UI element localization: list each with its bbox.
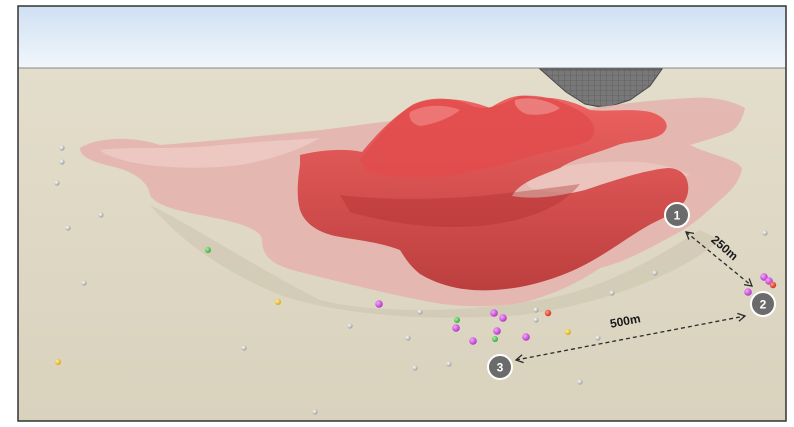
open-pit [538,68,663,109]
drillhole-grey-point [412,365,418,371]
drillhole-green-point [454,317,460,323]
drillhole-grey-point [312,409,318,415]
drillhole-red-point [769,281,777,289]
viewport-border [17,5,787,422]
inner-body-dark-band [340,184,580,228]
distance-arrow-250m [684,231,754,287]
outer-shell-inner-highlight [520,161,690,193]
drillhole-green-point [205,247,211,253]
drillhole-grey-point [347,323,353,329]
drillhole-red-point [544,309,552,317]
drillhole-grey-point [65,225,71,231]
drillhole-yellow-point [275,299,281,305]
body-shadow [150,205,720,318]
drillhole-grey-point [652,270,658,276]
drillhole-grey-point [417,309,423,315]
distance-label-500m: 500m [609,311,642,331]
drillhole-magenta-point [490,309,498,317]
drillhole-grey-point [577,379,583,385]
drillhole-yellow-point [565,329,571,335]
drillhole-grey-point [405,335,411,341]
marker-2[interactable]: 2 [750,291,776,317]
drillhole-magenta-point [469,337,477,345]
inner-body-ridge [514,98,560,115]
marker-3[interactable]: 3 [487,354,513,380]
drillhole-grey-point [533,307,539,313]
sky [18,6,786,68]
drillhole-grey-point [609,290,615,296]
drillhole-magenta-point [744,288,752,296]
drillhole-magenta-point [452,324,460,332]
drillhole-grey-point [59,145,65,151]
drillhole-yellow-point [55,359,61,365]
drillhole-grey-point [59,159,65,165]
drillhole-magenta-point [375,300,383,308]
drillhole-grey-point [762,230,768,236]
drillhole-grey-point [54,180,60,186]
marker-1[interactable]: 1 [664,202,690,228]
inner-body-highlight [409,105,460,126]
drillhole-magenta-point [499,314,507,322]
drillhole-magenta-point [522,333,530,341]
marker-2-label: 2 [760,298,767,312]
drillhole-grey-point [595,335,601,341]
marker-1-label: 1 [674,209,681,223]
marker-3-label: 3 [497,361,504,375]
drillhole-grey-point [98,212,104,218]
drillhole-grey-point [241,345,247,351]
distance-arrow-500m [514,312,747,364]
outer-shell-highlight [100,138,320,168]
drillhole-grey-point [446,361,452,367]
drillhole-green-point [492,336,498,342]
drillhole-grey-point [533,317,539,323]
drillhole-magenta-point [493,327,501,335]
drillhole-grey-point [81,280,87,286]
